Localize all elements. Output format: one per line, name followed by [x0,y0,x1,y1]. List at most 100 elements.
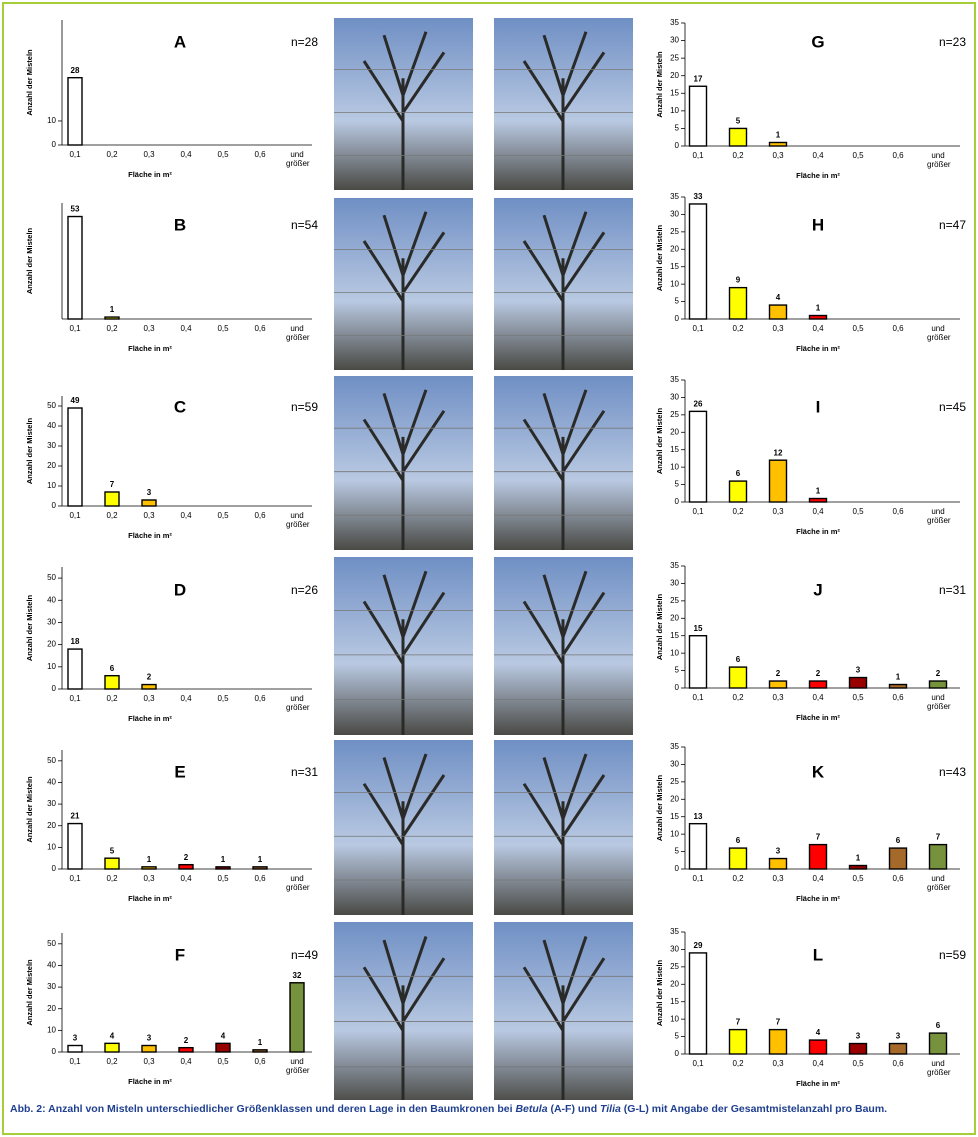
bar [768,141,788,147]
x-tick-label: und größer [286,324,310,342]
x-tick-label: und größer [286,874,310,892]
bar [768,459,788,503]
bar [252,866,268,870]
bar [215,866,231,870]
x-axis-label: Fläche in m² [796,1079,840,1088]
x-tick-label-box: 0,4 [180,874,192,883]
bar [252,1049,268,1053]
sample-size: n=43 [939,765,966,779]
bar-value-label: 7 [736,1018,741,1027]
y-tick-label: 20 [47,1004,56,1013]
sample-size: n=28 [291,35,318,49]
y-tick-label: 25 [670,227,679,236]
bar [928,1032,948,1055]
bar-value-label: 1 [816,304,821,313]
x-tick-label: 0,1 [692,324,704,333]
bar-value-label: 1 [776,131,781,140]
x-tick-label-box: und größer [927,1059,951,1077]
y-tick-label: 30 [670,760,679,769]
bar-value-label: 13 [694,812,703,821]
x-tick-label-box: 0,5 [217,324,228,333]
y-tick-label: 5 [675,847,680,856]
x-tick-label-box: 0,6 [892,693,903,702]
chart-letter: F [175,945,185,964]
x-tick-label: 0,4 [812,151,824,160]
x-tick-label: 0,1 [69,324,81,333]
bar [808,843,828,870]
sample-size: n=49 [291,948,318,962]
bar-value-label: 2 [147,673,152,682]
x-axis-label: Fläche in m² [128,1077,172,1086]
x-tick-label: 0,4 [180,150,192,159]
x-tick-label-box: 0,4 [812,507,823,516]
x-tick-label: 0,5 [852,874,864,883]
x-tick-label-box: 0,5 [852,874,864,883]
x-tick-label: 0,1 [692,151,704,160]
y-tick-label: 0 [675,683,680,692]
y-tick-label: 10 [670,1014,679,1023]
bar-value-label: 7 [110,480,115,489]
x-tick-label: 0,4 [812,1059,824,1068]
bar [104,316,120,320]
tree-silhouette [362,570,446,735]
tree-silhouette [522,753,606,915]
y-tick-label: 10 [47,842,56,851]
chart-letter: E [174,762,185,781]
x-tick-label: 0,1 [69,150,81,159]
x-axis-label: Fläche in m² [796,171,840,180]
x-tick-label: 0,4 [812,324,824,333]
x-tick-label-box: 0,3 [143,694,154,703]
caption: Abb. 2: Anzahl von Misteln unterschiedli… [10,1103,970,1116]
x-tick-label: 0,3 [772,151,784,160]
bar-value-label: 7 [776,1018,781,1027]
bar [728,847,748,870]
x-tick-label: und größer [286,694,310,712]
x-tick-label: 0,2 [732,324,744,333]
x-tick-label: 0,6 [892,1059,904,1068]
bar [104,857,120,870]
bar [67,1044,83,1053]
bar-value-label: 18 [71,637,80,646]
y-tick-label: 0 [675,864,680,873]
bar-value-label: 1 [258,855,263,864]
sample-size: n=31 [939,583,966,597]
bar-value-label: 1 [147,855,152,864]
x-tick-label: 0,4 [180,874,192,883]
y-tick-label: 5 [675,480,680,489]
x-axis-label: Fläche in m² [128,344,172,353]
y-tick-label: 10 [47,1025,56,1034]
x-tick-label-box: 0,6 [254,694,265,703]
y-tick-label: 10 [47,662,56,671]
chart-letter: G [811,32,824,51]
y-tick-label: 30 [47,441,56,450]
x-tick-label-box: und größer [286,511,310,529]
x-tick-label-box: und größer [286,694,310,712]
x-tick-label: 0,2 [732,507,744,516]
x-tick-label: 0,4 [180,511,192,520]
y-tick-label: 50 [47,939,56,948]
x-tick-label: 0,2 [106,150,118,159]
y-axis-label: Anzahl der Misteln [25,49,34,116]
x-axis-label: Fläche in m² [796,713,840,722]
bar [728,1028,748,1055]
x-tick-label-box: und größer [927,151,951,169]
x-axis-label: Fläche in m² [796,527,840,536]
x-tick-label-box: 0,4 [180,324,191,333]
x-tick-label: und größer [286,511,310,529]
y-tick-label: 0 [52,501,57,510]
x-tick-label-box: 0,5 [852,693,863,702]
bar [768,857,788,870]
x-tick-label: 0,1 [692,1059,704,1068]
bar-value-label: 6 [736,469,741,478]
y-tick-label: 15 [670,631,679,640]
y-tick-label: 0 [52,1047,57,1056]
x-tick-label: 0,5 [852,1059,864,1068]
bar-value-label: 32 [293,971,302,980]
bar-value-label: 2 [776,669,781,678]
chart-letter: D [174,580,186,599]
bar [728,666,748,689]
x-tick-label-box: 0,2 [732,1059,743,1068]
caption-genus: Tilia [600,1103,621,1115]
x-tick-label: 0,4 [180,694,192,703]
x-tick-label: 0,1 [692,874,704,883]
